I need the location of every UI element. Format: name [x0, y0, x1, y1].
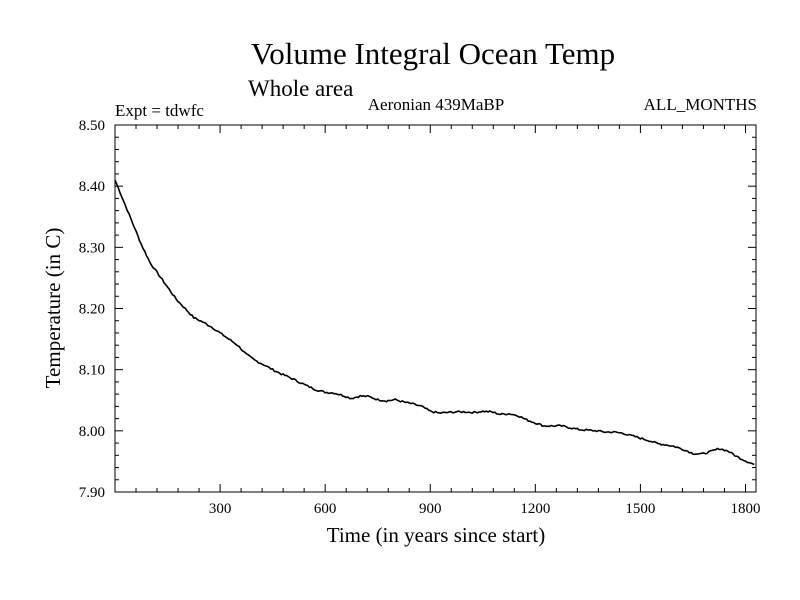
- plot-frame: [114, 124, 757, 493]
- x-tick-marks: [135, 125, 746, 492]
- y-tick-label: 8.00: [79, 424, 105, 440]
- y-tick-label: 8.20: [79, 302, 105, 318]
- x-axis-label: Time (in years since start): [327, 523, 546, 547]
- x-tick-label: 300: [209, 501, 232, 517]
- x-tick-label: 900: [419, 501, 442, 517]
- series-line: [114, 179, 755, 466]
- x-tick-label: 1200: [520, 501, 550, 517]
- chart-subtitle: Whole area: [248, 76, 353, 101]
- y-tick-label: 8.40: [79, 179, 105, 195]
- x-tick-label: 600: [314, 501, 337, 517]
- months-label: ALL_MONTHS: [644, 95, 757, 114]
- x-tick-label: 1500: [625, 501, 655, 517]
- y-tick-marks: [115, 136, 756, 481]
- x-tick-label: 1800: [730, 501, 760, 517]
- y-tick-label: 8.10: [79, 363, 105, 379]
- period-label: Aeronian 439MaBP: [368, 95, 504, 114]
- y-tick-labels: 7.90 8.00 8.10 8.20 8.30 8.40 8.50: [79, 118, 105, 501]
- experiment-label: Expt = tdwfc: [115, 101, 204, 120]
- x-tick-labels: 300 600 900 1200 1500 1800: [209, 501, 761, 517]
- y-tick-label: 8.50: [79, 118, 105, 134]
- y-tick-label: 8.30: [79, 240, 105, 256]
- chart-title: Volume Integral Ocean Temp: [251, 36, 615, 71]
- y-axis-label: Temperature (in C): [41, 228, 65, 389]
- y-tick-label: 7.90: [79, 485, 105, 501]
